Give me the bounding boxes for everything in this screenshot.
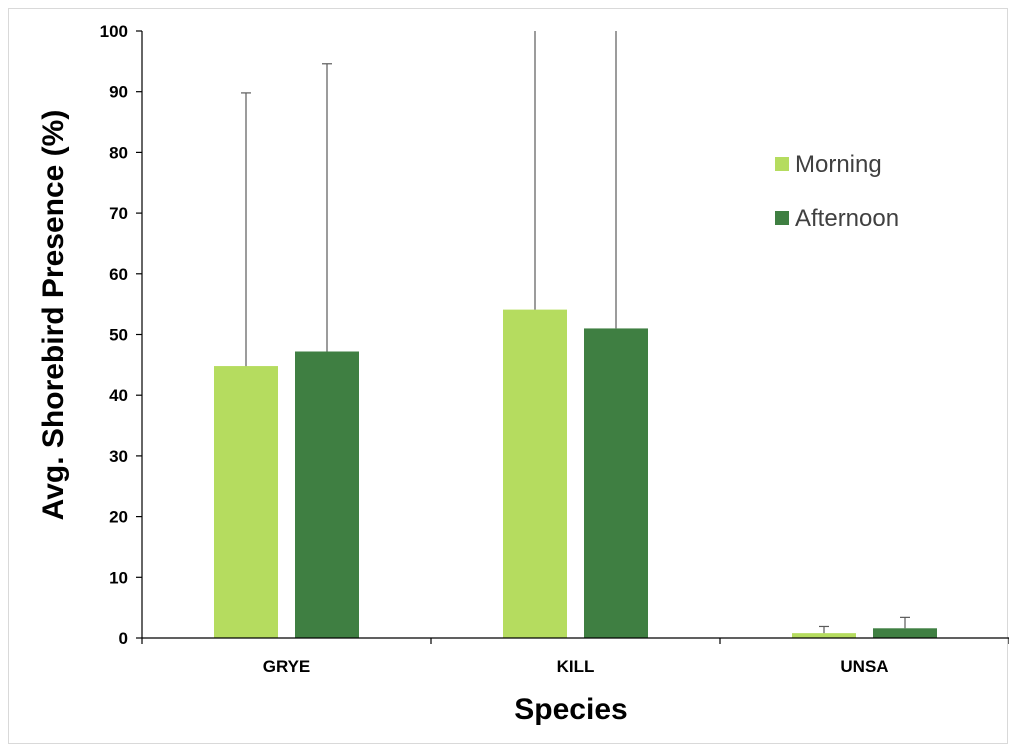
bar-morning-unsa (792, 633, 856, 638)
bar-afternoon-grye (295, 351, 359, 638)
x-tick-label: UNSA (840, 657, 888, 676)
x-tick-label: GRYE (263, 657, 311, 676)
y-tick-label: 100 (100, 22, 128, 41)
y-tick-label: 40 (109, 386, 128, 405)
legend-swatch-morning (775, 157, 789, 171)
error-bars-layer (241, 31, 910, 634)
x-axis-ticks: GRYE KILL UNSA (141, 638, 1010, 676)
y-tick-label: 70 (109, 204, 128, 223)
y-tick-label: 60 (109, 265, 128, 284)
y-axis-ticks: 0 10 20 30 40 50 60 70 80 90 100 (100, 22, 142, 648)
bar-morning-grye (214, 366, 278, 638)
y-tick-label: 50 (109, 326, 128, 345)
bar-morning-kill (503, 309, 567, 638)
legend-swatch-afternoon (775, 211, 789, 225)
bar-chart: 0 10 20 30 40 50 60 70 80 90 100 GRYE KILL UNSA Avg.… (37, 22, 1010, 726)
bar-afternoon-unsa (873, 628, 937, 638)
legend-label-afternoon: Afternoon (795, 205, 899, 232)
y-tick-label: 20 (109, 508, 128, 527)
y-axis-title: Avg. Shorebird Presence (%) (37, 110, 70, 521)
y-tick-label: 0 (119, 629, 128, 648)
y-tick-label: 80 (109, 143, 128, 162)
y-tick-label: 30 (109, 447, 128, 466)
y-tick-label: 90 (109, 83, 128, 102)
legend: Morning Afternoon (775, 151, 899, 232)
x-axis-title: Species (514, 693, 627, 726)
x-tick-label: KILL (557, 657, 595, 676)
y-tick-label: 10 (109, 568, 128, 587)
legend-label-morning: Morning (795, 151, 882, 178)
chart-frame: 0 10 20 30 40 50 60 70 80 90 100 GRYE KILL UNSA Avg.… (8, 8, 1010, 744)
bar-afternoon-kill (584, 328, 648, 638)
bars-layer (214, 309, 937, 638)
